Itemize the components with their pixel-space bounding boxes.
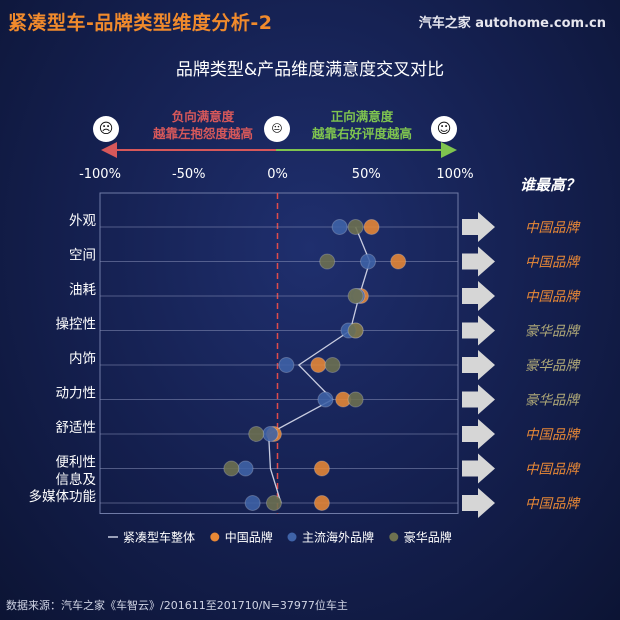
positive-legend-line1: 正向满意度 [330,109,394,124]
data-point [347,322,364,339]
category-label: 舒适性 [56,420,97,436]
category-label: 外观 [69,213,96,229]
winner-label: 中国品牌 [525,255,581,271]
winner-label: 中国品牌 [525,496,581,512]
data-point [347,219,364,235]
data-source-footer: 数据来源：汽车之家《车智云》/201611至201710/N=37977位车主 [6,599,348,612]
data-point [324,357,341,373]
category-label-line: 油耗 [69,282,96,298]
data-point [390,253,407,270]
data-point [319,253,336,270]
category-label-line: 动力性 [56,386,97,402]
winner-label: 豪华品牌 [525,324,581,340]
category-label: 便利性 [56,455,97,471]
winner-label: 中国品牌 [525,220,581,236]
legend-entry: 主流海外品牌 [302,530,374,545]
who-best-heading: 谁最高？ [520,176,581,194]
sad-face-icon: ☹ [93,116,119,142]
x-tick-label: -100% [79,167,121,182]
category-label: 内饰 [69,351,96,367]
winner-label: 中国品牌 [525,427,581,443]
legend-entry: 紧凑型车整体 [123,530,195,545]
data-point [313,460,330,477]
x-tick-label: 50% [352,167,381,182]
neutral-face-icon: 😐 [264,116,290,142]
overall-series-line [267,226,371,504]
data-point [317,391,334,408]
category-label-line: 信息及 [56,471,97,488]
arrow-icon [462,212,495,242]
x-tick-label: 0% [267,167,288,182]
data-point [347,288,364,304]
negative-legend-line1: 负向满意度 [171,109,235,124]
winner-label: 中国品牌 [525,462,581,478]
category-label-line: 空间 [69,248,96,264]
legend-swatch [389,532,399,542]
category-label: 空间 [69,248,96,264]
data-point [265,495,282,511]
data-point [331,219,348,235]
positive-legend-line2: 越靠右好评度越高 [311,126,412,141]
category-label-line: 内饰 [69,351,96,367]
data-point [347,391,364,408]
category-label-line: 舒适性 [56,420,97,436]
arrow-icon [462,419,495,449]
page-title: 紧凑型车-品牌类型维度分析-2 [8,12,273,34]
arrow-icon [462,488,495,518]
category-label-line: 外观 [69,213,96,229]
negative-legend-line2: 越靠左抱怨度越高 [152,126,253,141]
data-point [310,357,327,373]
legend-swatch [287,532,297,542]
arrow-icon [462,281,495,311]
data-point [244,495,261,511]
data-point [363,219,380,235]
data-point [278,357,295,373]
winner-label: 豪华品牌 [525,393,581,409]
negative-legend: 负向满意度 越靠左抱怨度越高 [148,108,258,142]
category-label-line: 操控性 [56,317,97,333]
data-point [262,426,279,442]
category-label: 信息及多媒体功能 [29,471,97,505]
legend-swatch [210,532,220,542]
category-label-line: 便利性 [56,455,97,471]
data-point [360,253,377,270]
legend-entry: 豪华品牌 [404,530,452,545]
x-tick-label: 100% [436,167,473,182]
arrow-icon [462,384,495,415]
arrow-icon [462,453,495,484]
category-label-line: 多媒体功能 [29,488,97,505]
positive-legend: 正向满意度 越靠右好评度越高 [292,108,432,142]
arrow-icon [462,350,495,380]
category-label: 操控性 [56,317,97,333]
category-label: 油耗 [69,282,96,298]
arrow-icon [462,246,495,277]
plot-frame [99,192,459,514]
winner-label: 中国品牌 [525,289,581,305]
happy-face-icon: ☺ [431,116,457,142]
arrow-icon [462,315,495,346]
winner-label: 豪华品牌 [525,358,581,374]
chart-title: 品牌类型&产品维度满意度交叉对比 [175,60,445,80]
x-tick-label: -50% [172,167,206,182]
autohome-logo: 汽车之家 autohome.com.cn [418,16,606,31]
data-point [313,495,330,511]
category-label: 动力性 [56,386,97,402]
data-point [248,426,265,442]
legend-entry: 中国品牌 [225,530,273,545]
data-point [237,460,254,477]
data-point [223,460,240,477]
